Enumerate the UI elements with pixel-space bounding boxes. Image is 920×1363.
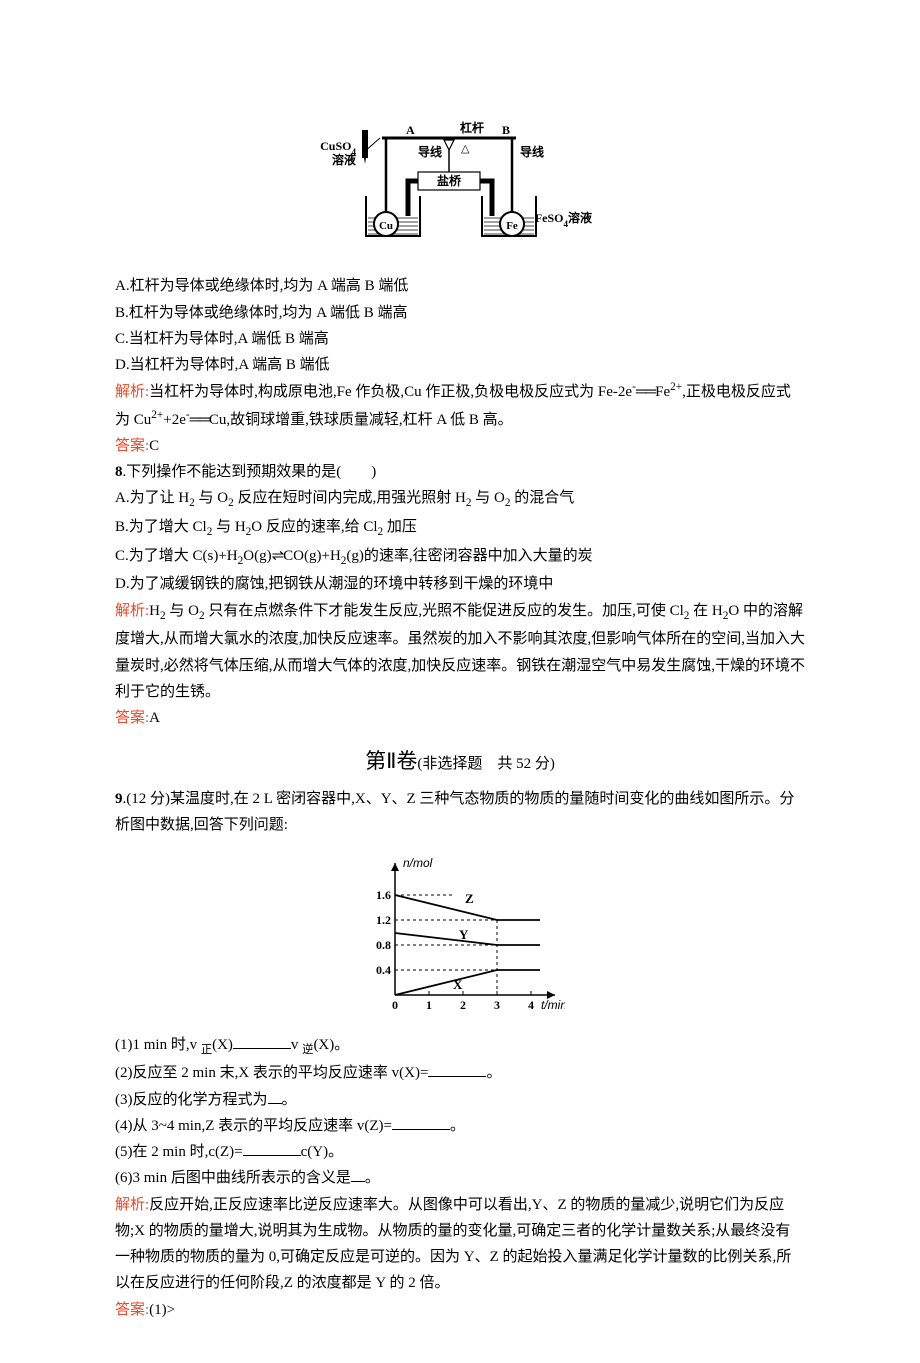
q9-sub3: (3)反应的化学方程式为。 [115,1087,805,1113]
q9-sub5a: (5)在 2 min 时,c(Z)= [115,1144,243,1160]
q7-explanation: 解析:当杠杆为导体时,构成原电池,Fe 作负极,Cu 作正极,负极电极反应式为 … [115,378,805,433]
svg-text:n/mol: n/mol [403,856,433,870]
svg-text:△: △ [461,143,470,155]
q9-sub6a: (6)3 min 后图中曲线所表示的含义是 [115,1170,351,1186]
section2-head: 第Ⅱ卷(非选择题 共 52 分) [115,743,805,780]
q8-optB: B.为了增大 Cl2 与 H2O 反应的速率,给 Cl2 加压 [115,514,805,543]
q8-stem: 8.下列操作不能达到预期效果的是( ) [115,459,805,485]
q9-sub3b: 。 [282,1092,297,1108]
q7-optC: C.当杠杆为导体时,A 端低 B 端高 [115,326,805,352]
q9-chart-svg: n/mol t/min 0 1 2 3 4 0.4 0.8 1.2 1.6 [355,855,565,1015]
expl-label: 解析: [115,384,149,400]
blank [428,1062,486,1077]
q8-optD: D.为了减缓钢铁的腐蚀,把钢铁从潮湿的环境中转移到干燥的环境中 [115,571,805,597]
q8-answer: 答案:A [115,705,805,731]
blank [351,1167,365,1182]
blank [233,1034,291,1049]
q9-sub2a: (2)反应至 2 min 末,X 表示的平均反应速率 v(X)= [115,1065,428,1081]
svg-text:4: 4 [528,998,534,1012]
q9-sub5b: c(Y)。 [301,1144,343,1160]
q8-explanation: 解析:H2 与 O2 只有在点燃条件下才能发生反应,光照不能促进反应的发生。加压… [115,598,805,705]
q9-stem-text: 某温度时,在 2 L 密闭容器中,X、Y、Z 三种气态物质的物质的量随时间变化的… [115,791,794,833]
svg-text:X: X [453,977,463,992]
q9-ans-text: (1)> [149,1302,175,1318]
svg-text:Y: Y [459,927,469,942]
svg-text:t/min: t/min [541,998,565,1012]
svg-text:Fe: Fe [506,220,518,232]
ans-label: 答案: [115,438,149,454]
svg-text:0: 0 [392,998,398,1012]
svg-text:Cu: Cu [379,220,393,232]
svg-text:0.4: 0.4 [376,963,391,977]
diagram-electrochemistry: CuSO4 溶液 FeSO4溶液 A B 杠杆 △ Cu Fe [115,116,805,265]
q8-optC: C.为了增大 C(s)+H2O(g)⇌CO(g)+H2(g)的速率,往密闭容器中… [115,543,805,572]
q7-optB: B.杠杆为导体或绝缘体时,均为 A 端低 B 端高 [115,300,805,326]
q9-sub1d: (X)。 [313,1037,349,1053]
q9-sub1: (1)1 min 时,v 正(X) v 逆(X)。 [115,1032,805,1061]
q9-pts: .(12 分) [123,791,171,807]
q7-ans-text: C [149,438,159,454]
q9-sub6: (6)3 min 后图中曲线所表示的含义是。 [115,1165,805,1191]
svg-text:杠杆: 杠杆 [460,120,484,135]
q8-stem-text: .下列操作不能达到预期效果的是( ) [123,464,377,480]
q7-answer: 答案:C [115,433,805,459]
svg-text:B: B [502,123,510,137]
section2-title: 第Ⅱ卷 [365,749,417,773]
q9-chart-wrap: n/mol t/min 0 1 2 3 4 0.4 0.8 1.2 1.6 [115,855,805,1024]
q9-explanation: 解析:反应开始,正反应速率比逆反应速率大。从图像中可以看出,Y、Z 的物质的量减… [115,1192,805,1297]
svg-text:导线: 导线 [418,144,442,159]
q9-sub4a: (4)从 3~4 min,Z 表示的平均反应速率 v(Z)= [115,1118,392,1134]
q9-expl-text: 反应开始,正反应速率比逆反应速率大。从图像中可以看出,Y、Z 的物质的量减少,说… [115,1197,791,1292]
q9-stem: 9.(12 分)某温度时,在 2 L 密闭容器中,X、Y、Z 三种气态物质的物质… [115,786,805,839]
q9-sub2: (2)反应至 2 min 末,X 表示的平均反应速率 v(X)= 。 [115,1060,805,1086]
svg-text:Z: Z [465,891,474,906]
ans-label: 答案: [115,1302,149,1318]
q9-sub1c: v [291,1037,302,1053]
q9-sub4b: 。 [450,1118,465,1134]
svg-text:盐桥: 盐桥 [437,173,462,188]
q7-expl-text: 当杠杆为导体时,构成原电池,Fe 作负极,Cu 作正极,负极电极反应式为 Fe-… [115,384,791,427]
q8-num: 8 [115,464,123,480]
svg-text:溶液: 溶液 [332,152,356,167]
q7-optA: A.杠杆为导体或绝缘体时,均为 A 端高 B 端低 [115,273,805,299]
expl-label: 解析: [115,1197,149,1213]
q8-expl-text: H2 与 O2 只有在点燃条件下才能发生反应,光照不能促进反应的发生。加压,可使… [115,603,805,700]
svg-text:FeSO4溶液: FeSO4溶液 [535,210,592,229]
svg-text:0.8: 0.8 [376,938,391,952]
blank [268,1089,282,1104]
q9-sub6b: 。 [365,1170,380,1186]
q9-sub3a: (3)反应的化学方程式为 [115,1092,268,1108]
q8-ans-text: A [149,710,160,726]
q9-sub5: (5)在 2 min 时,c(Z)= c(Y)。 [115,1139,805,1165]
q9-sub1a-sub: 正 [201,1044,212,1056]
svg-text:2: 2 [460,998,466,1012]
q9-sub2b: 。 [486,1065,501,1081]
svg-text:1.6: 1.6 [376,888,391,902]
q7-optD: D.当杠杆为导体时,A 端高 B 端低 [115,352,805,378]
q9-sub4: (4)从 3~4 min,Z 表示的平均反应速率 v(Z)= 。 [115,1113,805,1139]
blank [392,1115,450,1130]
electrochem-svg: CuSO4 溶液 FeSO4溶液 A B 杠杆 △ Cu Fe [320,116,600,256]
q9-sub1b: (X) [212,1037,233,1053]
svg-text:3: 3 [494,998,500,1012]
svg-text:1.2: 1.2 [376,913,391,927]
q9-answer: 答案:(1)> [115,1297,805,1323]
svg-text:导线: 导线 [520,144,544,159]
svg-text:1: 1 [426,998,432,1012]
svg-text:A: A [406,123,415,137]
q9-sub1c-sub: 逆 [302,1044,313,1056]
q9-num: 9 [115,791,123,807]
expl-label: 解析: [115,603,149,619]
q8-optA: A.为了让 H2 与 O2 反应在短时间内完成,用强光照射 H2 与 O2 的混… [115,485,805,514]
section2-sub: (非选择题 共 52 分) [417,756,555,772]
blank [243,1141,301,1156]
q9-sub1a: (1)1 min 时,v [115,1037,201,1053]
ans-label: 答案: [115,710,149,726]
